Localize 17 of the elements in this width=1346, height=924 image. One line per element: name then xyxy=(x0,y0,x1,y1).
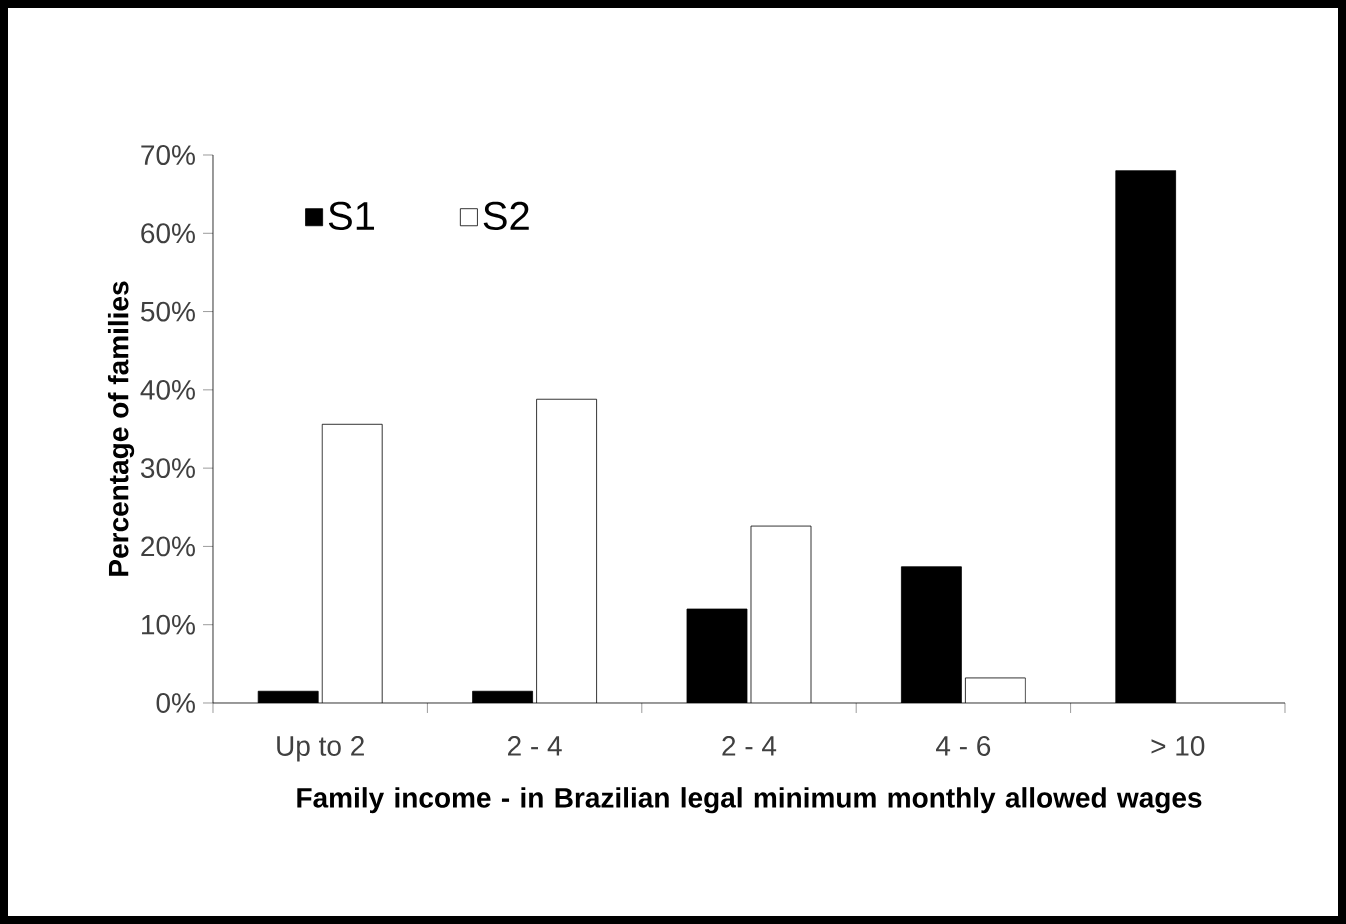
x-tick-label: 2 - 4 xyxy=(722,736,777,756)
y-tick-label: 40% xyxy=(140,379,195,400)
x-tick-label: Up to 2 xyxy=(277,736,364,762)
y-tick-label: 0% xyxy=(156,693,195,713)
legend-label: S2 xyxy=(483,201,529,231)
x-tick-label: 4 - 6 xyxy=(936,736,991,756)
y-tick-label: 60% xyxy=(141,223,195,244)
legend-label: S1 xyxy=(328,201,375,231)
y-tick-label: 20% xyxy=(141,536,195,557)
x-tick-label: > 10 xyxy=(1151,736,1205,756)
y-tick-label: 30% xyxy=(140,458,195,479)
y-tick-label: 70% xyxy=(141,145,195,165)
y-axis-title: Percentage of families xyxy=(107,281,135,576)
y-tick-label: 10% xyxy=(142,614,195,635)
x-axis-title: Family income - in Brazilian legal minimum monthly allowed wages xyxy=(297,787,1202,814)
x-tick-label: 2 - 4 xyxy=(508,736,562,756)
y-tick-label: 50% xyxy=(141,301,195,322)
